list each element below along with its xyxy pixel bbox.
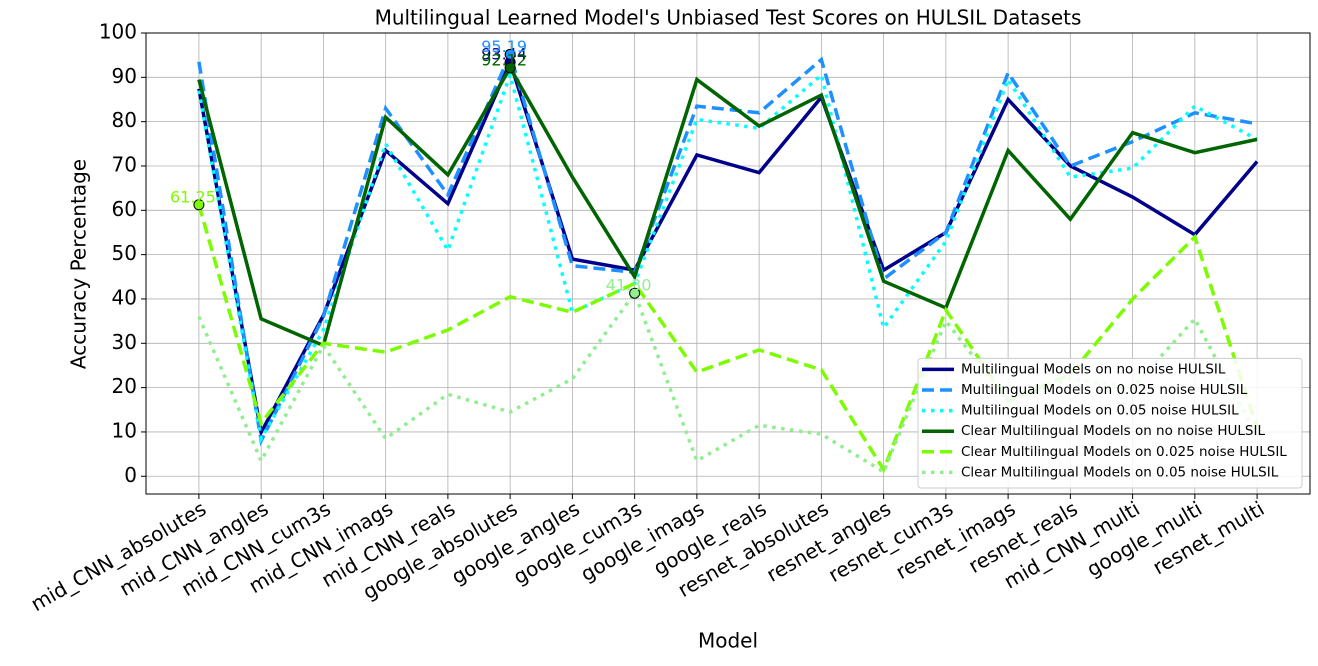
data-label: 95.19 xyxy=(481,37,527,56)
legend-label: Clear Multilingual Models on no noise HU… xyxy=(961,423,1265,439)
series-line xyxy=(197,289,1259,475)
legend-label: Multilingual Models on 0.05 noise HULSIL xyxy=(961,403,1239,419)
legend-label: Multilingual Models on 0.025 noise HULSI… xyxy=(961,382,1248,398)
x-axis-label: Model xyxy=(698,629,758,653)
y-tick-label: 0 xyxy=(124,463,137,487)
y-tick-label: 80 xyxy=(112,108,137,132)
plot-frame xyxy=(145,32,1311,495)
legend-label: Multilingual Models on no noise HULSIL xyxy=(961,361,1226,377)
series-line xyxy=(197,69,1258,444)
y-tick-label: 10 xyxy=(112,418,137,442)
y-tick-label: 20 xyxy=(112,374,137,398)
chart-title: Multilingual Learned Model's Unbiased Te… xyxy=(375,6,1082,30)
data-label: 41.30 xyxy=(606,276,652,295)
y-tick-label: 30 xyxy=(112,330,137,354)
y-tick-label: 60 xyxy=(112,197,137,221)
series-line xyxy=(197,204,1259,474)
y-tick-label: 70 xyxy=(112,152,137,176)
y-tick-label: 40 xyxy=(112,285,137,309)
legend-label: Clear Multilingual Models on 0.05 noise … xyxy=(961,464,1279,480)
series-line xyxy=(197,64,1258,348)
legend-box xyxy=(917,357,1303,489)
y-tick-label: 100 xyxy=(99,20,137,44)
annotation-marker xyxy=(629,287,641,299)
series-line xyxy=(197,49,1258,447)
y-tick-label: 90 xyxy=(112,64,137,88)
legend: Multilingual Models on no noise HULSIL Mu… xyxy=(917,357,1303,489)
annotation-marker xyxy=(504,62,516,74)
annotation-marker xyxy=(193,199,205,211)
data-label: 93.44 xyxy=(481,45,527,64)
data-label: 61.25 xyxy=(170,187,216,206)
y-tick-label: 50 xyxy=(112,241,137,265)
annotation-marker xyxy=(504,48,516,60)
data-label: 92.12 xyxy=(481,50,527,69)
legend-label: Clear Multilingual Models on 0.025 noise… xyxy=(961,444,1287,460)
y-axis-label: Accuracy Percentage xyxy=(67,159,91,369)
